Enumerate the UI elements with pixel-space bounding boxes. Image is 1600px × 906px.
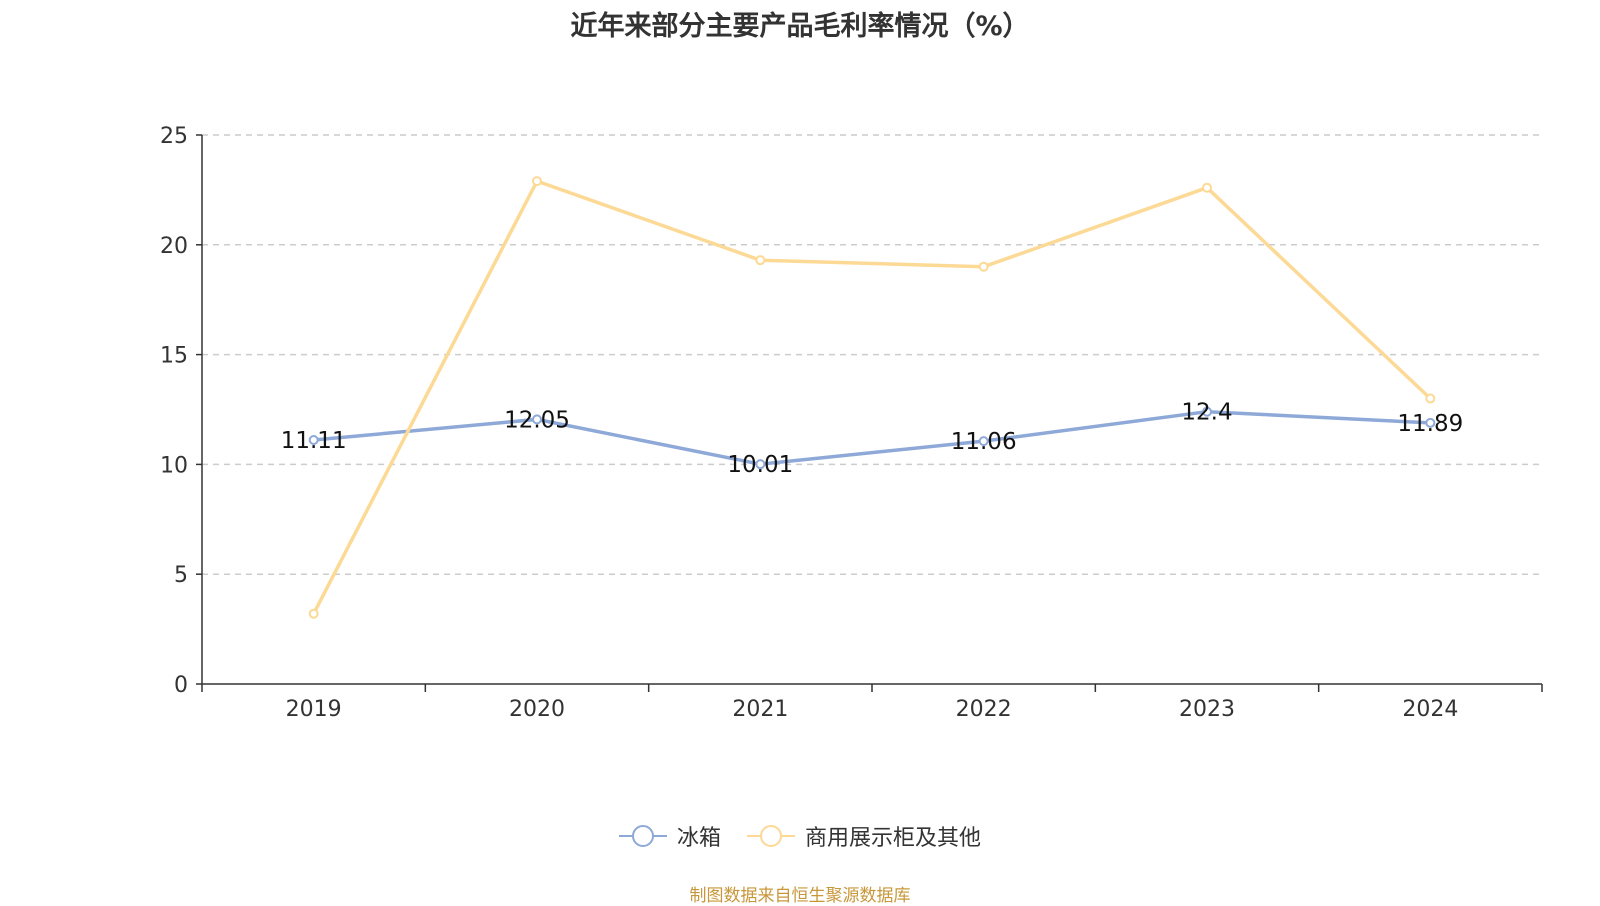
data-label: 11.89 (1397, 411, 1463, 437)
legend-label-fridge: 冰箱 (676, 826, 721, 851)
series-point-0 (1202, 406, 1212, 417)
series-point-0 (308, 435, 319, 446)
y-tick-label: 20 (160, 234, 188, 259)
y-tick-label: 5 (174, 563, 188, 588)
data-label: 10.01 (727, 452, 793, 478)
legend-marker-display-cabinet (747, 824, 795, 848)
series-point-1 (532, 176, 542, 187)
legend: 冰箱 商用展示柜及其他 (0, 820, 1600, 852)
legend-item-fridge[interactable]: 冰箱 (618, 820, 721, 852)
x-tick-label: 2023 (1179, 697, 1235, 722)
y-tick-label: 15 (160, 344, 188, 369)
data-label: 12.4 (1181, 400, 1232, 426)
x-tick-label: 2019 (286, 697, 342, 722)
y-tick-label: 0 (174, 673, 188, 698)
series-point-1 (1202, 182, 1212, 193)
axes: 0 5 10 15 20 25 2019 2020 2021 2022 2023 2024 (160, 124, 1543, 722)
series-point-1 (755, 255, 766, 266)
x-tick-label: 2024 (1402, 697, 1458, 722)
series-point-0 (1425, 417, 1436, 428)
x-tick-label: 2022 (956, 697, 1012, 722)
series-point-0 (755, 459, 766, 470)
legend-marker-fridge (618, 824, 667, 848)
source-note: 制图数据来自恒生聚源数据库 (689, 886, 911, 906)
data-label: 11.06 (951, 429, 1017, 455)
x-tick-label: 2020 (509, 697, 565, 722)
series-point-0 (532, 414, 542, 425)
data-labels: 11.11 12.05 10.01 11.06 12.4 11.89 (281, 400, 1464, 478)
series-point-1 (978, 261, 989, 272)
series-point-1 (1425, 393, 1436, 404)
legend-label-display-cabinet: 商用展示柜及其他 (805, 826, 982, 851)
series-point-0 (978, 436, 989, 447)
series-line-1 (312, 179, 1432, 615)
y-tick-label: 10 (160, 453, 188, 478)
chart-title: 近年来部分主要产品毛利率情况（%） (570, 11, 1030, 42)
x-tick-label: 2021 (732, 697, 788, 722)
legend-item-display-cabinet[interactable]: 商用展示柜及其他 (747, 820, 981, 852)
series-layer (308, 176, 1436, 619)
y-tick-label: 25 (160, 124, 188, 149)
gridlines (202, 134, 1542, 575)
data-label: 11.11 (281, 428, 347, 454)
data-label: 12.05 (504, 407, 570, 433)
series-line-0 (313, 409, 1431, 466)
line-chart: 0 5 10 15 20 25 2019 2020 2021 2022 2023 2024 11.11… (160, 124, 1543, 722)
series-point-1 (308, 608, 319, 619)
